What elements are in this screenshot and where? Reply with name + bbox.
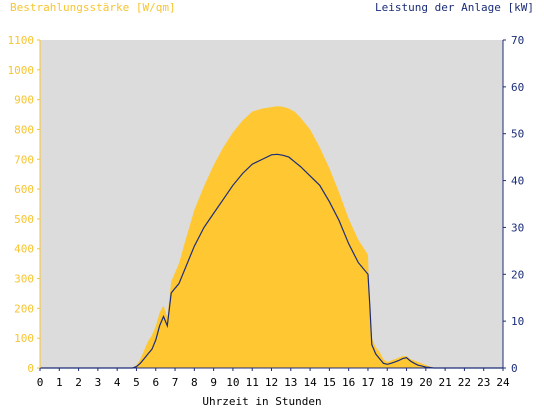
x-tick-label: 9 (210, 376, 217, 389)
right-axis-title: Leistung der Anlage [kW] (375, 1, 534, 14)
x-tick-label: 19 (400, 376, 413, 389)
irradiance-area (40, 106, 503, 368)
x-tick-label: 17 (361, 376, 374, 389)
x-tick-label: 5 (133, 376, 140, 389)
x-tick-label: 7 (172, 376, 179, 389)
x-tick-label: 2 (75, 376, 82, 389)
x-tick-label: 15 (323, 376, 336, 389)
left-tick-label: 300 (14, 273, 34, 286)
x-tick-label: 0 (37, 376, 44, 389)
x-tick-label: 23 (477, 376, 490, 389)
x-tick-label: 8 (191, 376, 198, 389)
x-tick-label: 20 (419, 376, 432, 389)
x-axis-title: Uhrzeit in Stunden (202, 395, 321, 408)
x-tick-label: 11 (246, 376, 259, 389)
left-tick-label: 1100 (8, 34, 35, 47)
x-tick-label: 1 (56, 376, 63, 389)
left-tick-label: 200 (14, 302, 34, 315)
left-axis-title: Bestrahlungsstärke [W/qm] (10, 1, 176, 14)
right-tick-label: 70 (511, 34, 524, 47)
right-tick-label: 50 (511, 128, 524, 141)
right-tick-label: 30 (511, 221, 524, 234)
x-tick-label: 12 (265, 376, 278, 389)
x-tick-label: 6 (152, 376, 159, 389)
x-tick-label: 13 (284, 376, 297, 389)
x-tick-label: 3 (95, 376, 102, 389)
x-tick-label: 16 (342, 376, 355, 389)
right-tick-label: 40 (511, 175, 524, 188)
x-tick-label: 21 (439, 376, 452, 389)
right-tick-label: 0 (511, 362, 518, 375)
right-tick-label: 10 (511, 315, 524, 328)
x-tick-label: 14 (303, 376, 317, 389)
right-tick-label: 20 (511, 268, 524, 281)
left-tick-label: 100 (14, 332, 34, 345)
left-tick-label: 0 (27, 362, 34, 375)
left-tick-label: 400 (14, 243, 34, 256)
x-tick-label: 18 (381, 376, 394, 389)
right-tick-label: 60 (511, 81, 524, 94)
x-tick-label: 10 (226, 376, 239, 389)
x-tick-label: 4 (114, 376, 121, 389)
power-line (40, 153, 503, 369)
left-tick-label: 1000 (8, 64, 35, 77)
x-tick-label: 22 (458, 376, 471, 389)
left-tick-label: 800 (14, 123, 34, 136)
left-tick-label: 900 (14, 94, 34, 107)
x-tick-label: 24 (496, 376, 510, 389)
left-tick-label: 700 (14, 153, 34, 166)
left-tick-label: 500 (14, 213, 34, 226)
left-tick-label: 600 (14, 183, 34, 196)
